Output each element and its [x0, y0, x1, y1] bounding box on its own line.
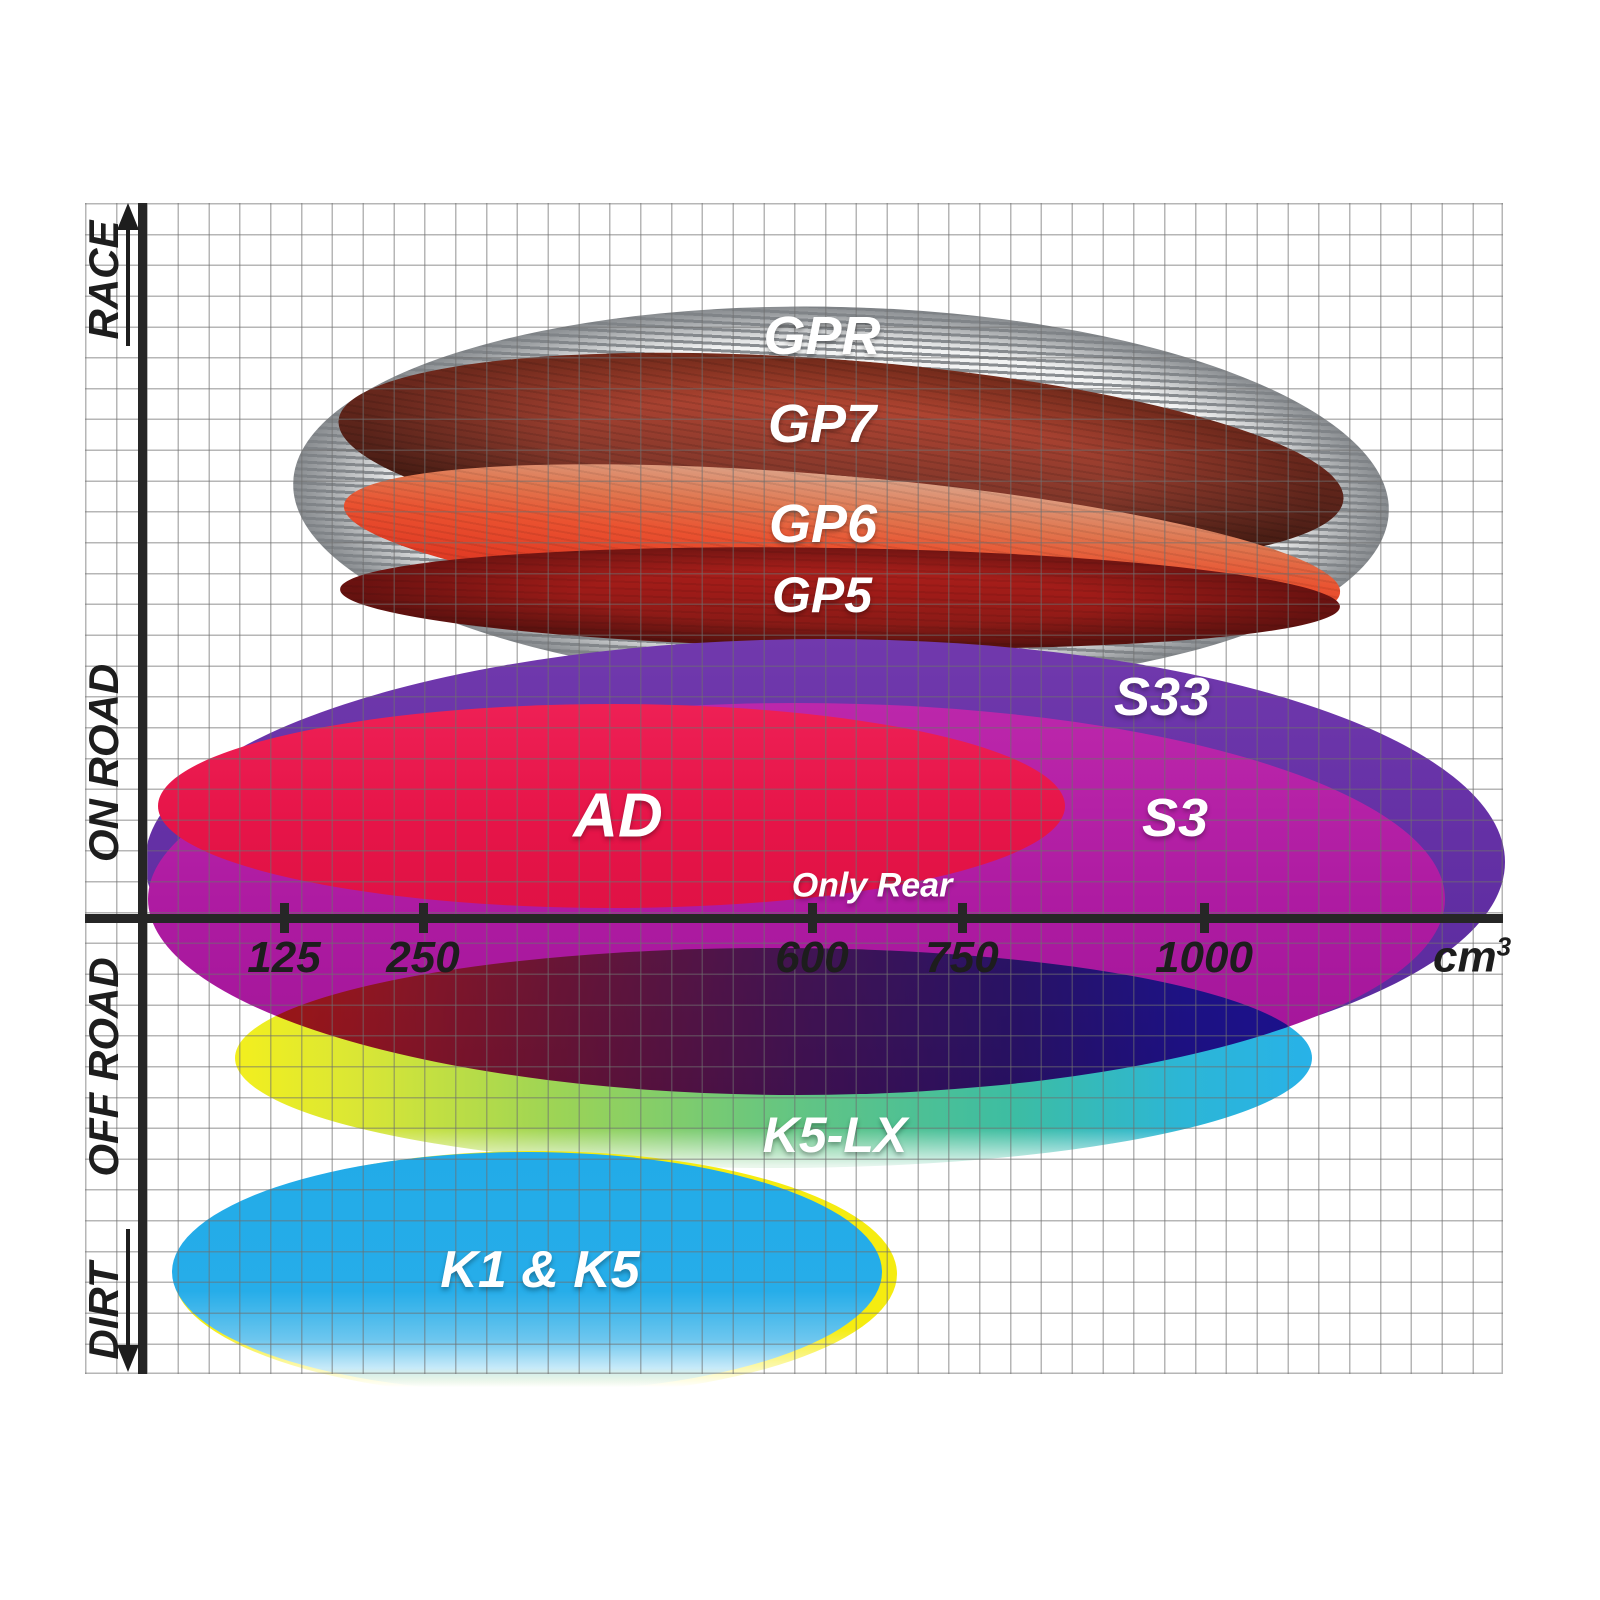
x-tick-250 — [418, 903, 428, 933]
series-label-only-rear: Only Rear — [791, 866, 953, 905]
x-tick-label-125: 125 — [247, 933, 321, 982]
series-label-s33: S33 — [1113, 667, 1211, 727]
series-label-gp6: GP6 — [768, 494, 878, 554]
x-tick-600 — [807, 903, 817, 933]
series-label-gpr: GPR — [763, 306, 881, 366]
x-tick-750 — [957, 903, 967, 933]
series-label-s3: S3 — [1141, 788, 1209, 848]
x-tick-label-1000: 1000 — [1155, 933, 1253, 982]
y-category-on-road: ON ROAD — [80, 663, 127, 863]
series-label-k5-lx: K5-LX — [762, 1107, 908, 1163]
x-tick-label-600: 600 — [775, 933, 849, 982]
y-axis — [138, 203, 147, 1374]
x-tick-125 — [279, 903, 289, 933]
x-tick-1000 — [1199, 903, 1209, 933]
x-axis-unit-base: cm — [1432, 932, 1497, 982]
series-label-gp5: GP5 — [771, 567, 873, 623]
y-category-dirt: DIRT — [80, 1262, 127, 1360]
x-axis-unit-label: cm3 — [1433, 932, 1511, 983]
x-tick-label-250: 250 — [386, 933, 460, 982]
x-tick-label-750: 750 — [925, 933, 999, 982]
series-label-k1-k5: K1 & K5 — [440, 1241, 640, 1299]
y-category-race: RACE — [80, 220, 127, 340]
series-label-gp7: GP7 — [767, 394, 877, 454]
x-axis-unit-exponent: 3 — [1496, 931, 1512, 962]
x-axis — [85, 914, 1503, 923]
series-label-ad: AD — [573, 781, 663, 851]
